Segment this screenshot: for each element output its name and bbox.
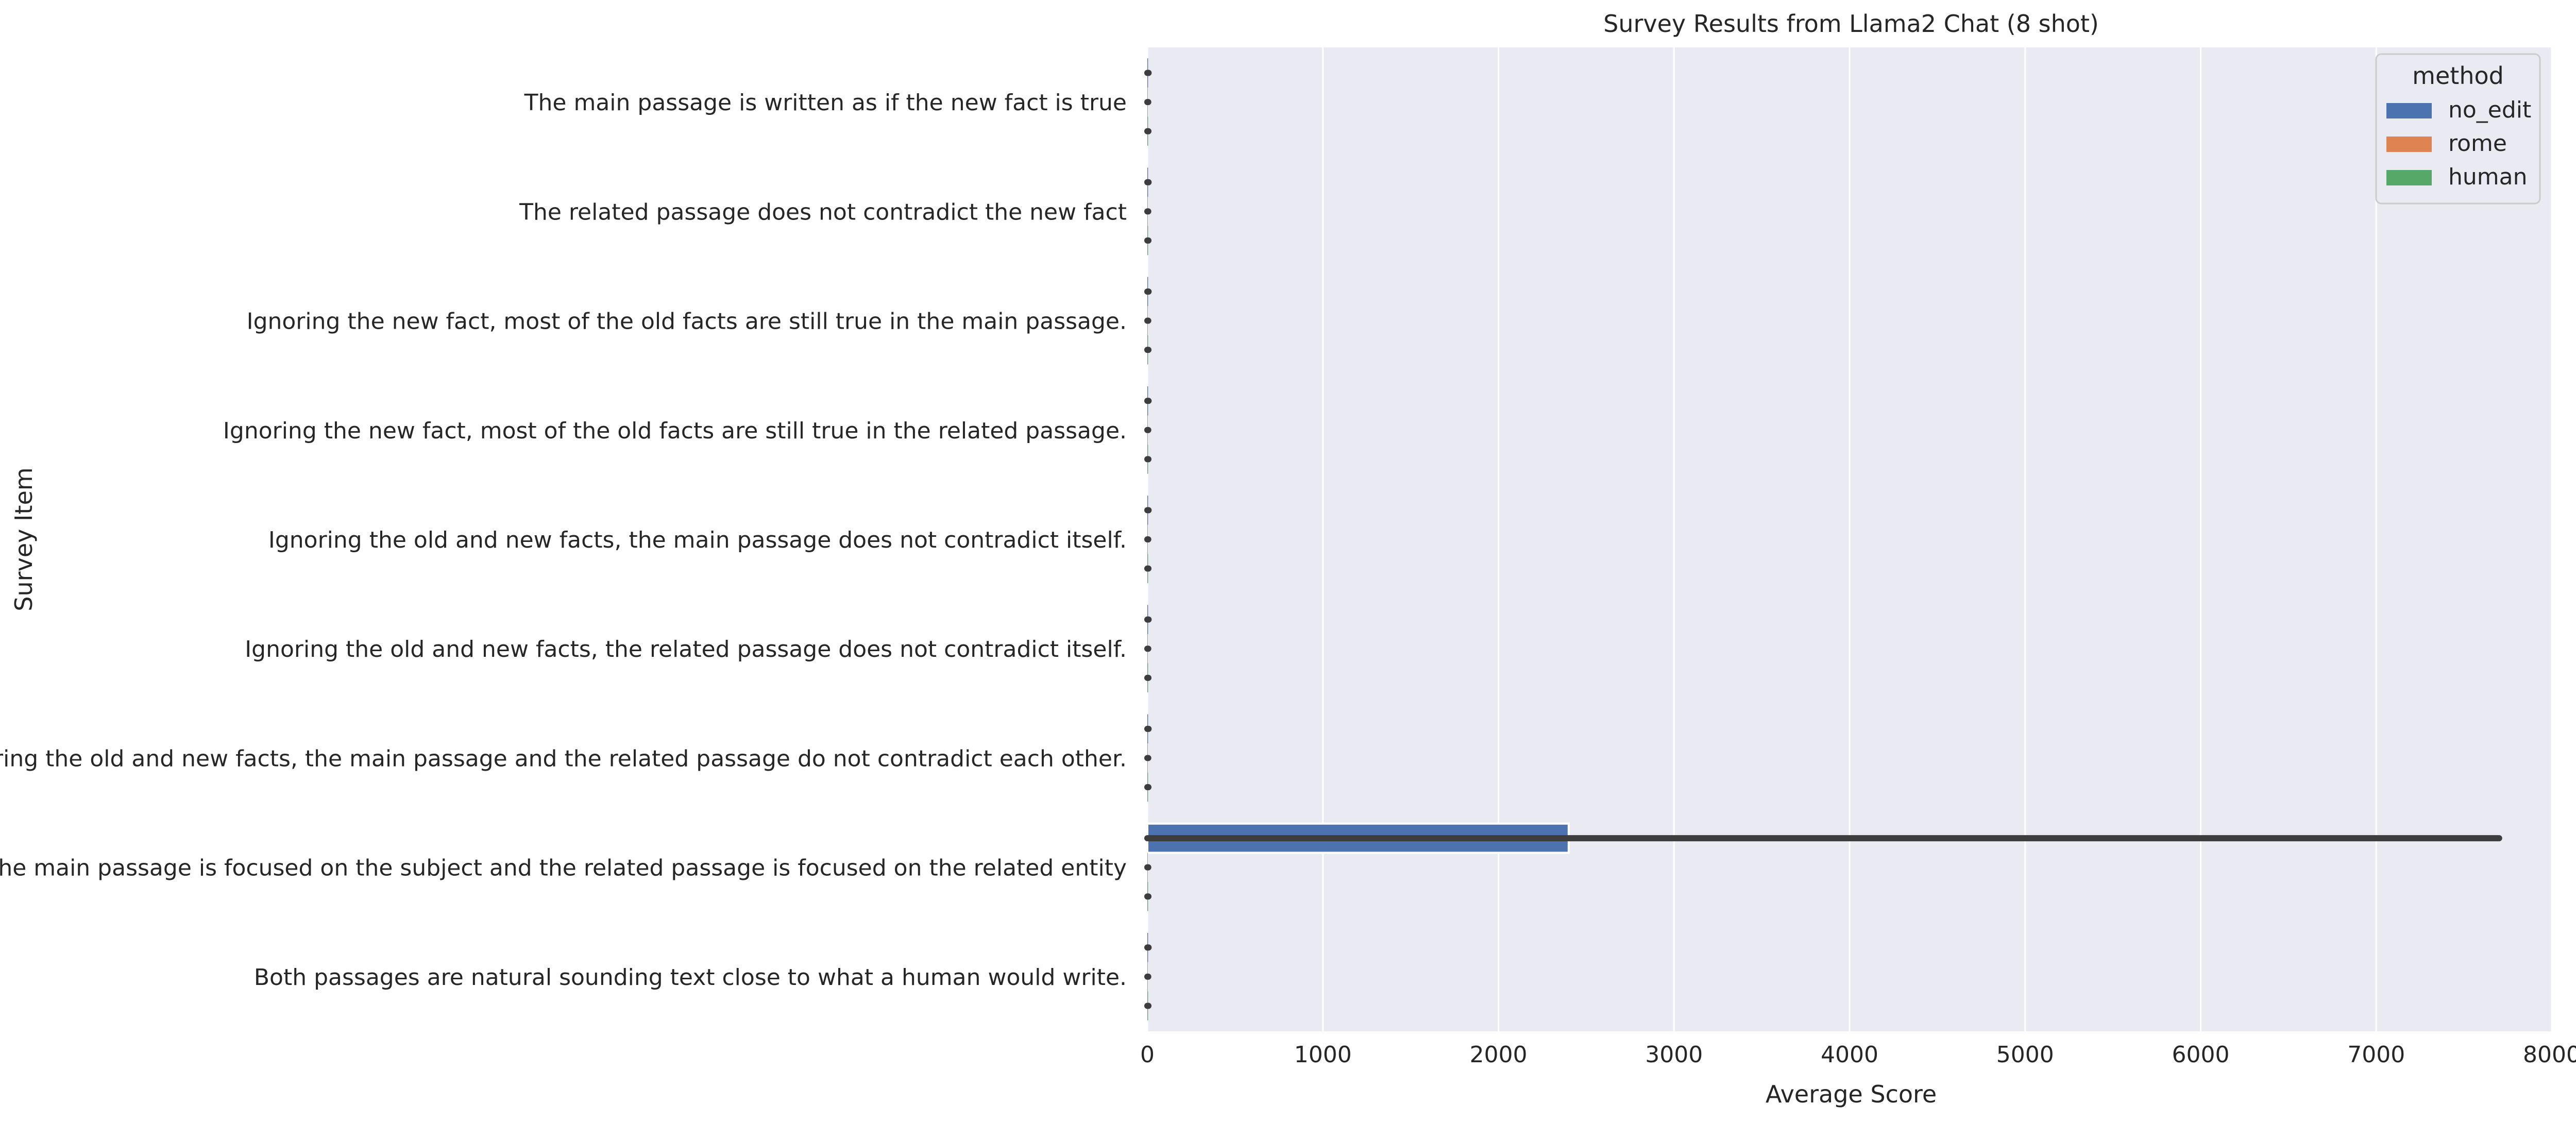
legend-swatch-human xyxy=(2386,170,2432,185)
legend-title: method xyxy=(2412,62,2504,90)
y-tick-label: Ignoring the old and new facts, the rela… xyxy=(245,636,1127,662)
legend-box xyxy=(2375,53,2541,205)
y-tick-label: Ignoring the old and new facts, the main… xyxy=(268,527,1127,553)
y-tick-label: The main passage is written as if the ne… xyxy=(524,90,1127,116)
y-axis-label: Survey Item xyxy=(10,467,38,611)
x-tick-label: 8000 xyxy=(2523,1042,2576,1068)
x-tick-label: 1000 xyxy=(1294,1042,1352,1068)
y-tick-label: Ignoring the new fact, most of the old f… xyxy=(223,418,1127,444)
y-tick-label: Ignoring the old and new facts, the main… xyxy=(0,745,1127,772)
x-tick-label: 0 xyxy=(1140,1042,1155,1068)
y-tick-labels: The main passage is written as if the ne… xyxy=(0,90,1127,991)
y-tick-label: The main passage is focused on the subje… xyxy=(0,855,1127,881)
x-tick-label: 2000 xyxy=(1470,1042,1528,1068)
legend-label-rome: rome xyxy=(2448,130,2507,157)
legend-label-human: human xyxy=(2448,164,2527,190)
x-axis-label: Average Score xyxy=(1766,1080,1937,1108)
x-tick-label: 6000 xyxy=(2172,1042,2230,1068)
x-tick-label: 7000 xyxy=(2347,1042,2405,1068)
chart-title: Survey Results from Llama2 Chat (8 shot) xyxy=(1603,10,2099,38)
legend-swatch-rome xyxy=(2386,137,2432,152)
x-tick-labels: 0 1000 2000 3000 4000 5000 6000 7000 8000 xyxy=(1140,1042,2576,1068)
y-tick-label: Both passages are natural sounding text … xyxy=(254,964,1127,991)
y-tick-label: The related passage does not contradict … xyxy=(519,199,1127,225)
y-tick-label: Ignoring the new fact, most of the old f… xyxy=(247,309,1127,335)
error-bars xyxy=(1144,70,2502,1009)
legend-label-no_edit: no_edit xyxy=(2448,97,2531,123)
x-tick-label: 5000 xyxy=(1996,1042,2054,1068)
x-tick-label: 4000 xyxy=(1821,1042,1878,1068)
legend-swatch-no_edit xyxy=(2386,103,2432,118)
x-tick-label: 3000 xyxy=(1645,1042,1703,1068)
